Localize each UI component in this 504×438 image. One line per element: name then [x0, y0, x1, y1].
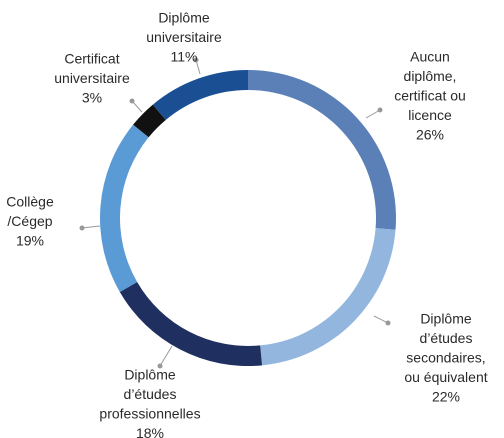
- slice-label: diplôme,: [404, 68, 457, 84]
- donut-slice: [99, 124, 149, 292]
- slice-label: Certificat: [64, 51, 119, 67]
- donut-slice: [119, 282, 263, 366]
- leaders: [79, 57, 391, 369]
- slice-label: d’études: [420, 330, 473, 346]
- donut-slice: [248, 70, 396, 230]
- value-label: 26%: [416, 127, 444, 143]
- leader-dot: [79, 225, 85, 231]
- leader-line: [365, 109, 381, 119]
- slice-label: d’études: [124, 386, 177, 402]
- value-label: 3%: [82, 90, 102, 106]
- leader-line: [373, 315, 389, 324]
- slice-label: /Cégep: [7, 213, 52, 229]
- leader-line: [159, 345, 173, 367]
- slice-label: ou équivalent: [404, 369, 487, 385]
- slice-label: licence: [408, 107, 452, 123]
- leader-dot: [193, 57, 199, 63]
- donut-slice: [133, 104, 166, 138]
- leader-line: [81, 225, 101, 229]
- slice-label: Aucun: [410, 49, 450, 65]
- leader-dot: [385, 320, 391, 326]
- slice-label: Collège: [6, 194, 54, 210]
- slice-label: secondaires,: [406, 350, 485, 366]
- slice-label: universitaire: [54, 70, 130, 86]
- slice-label: professionnelles: [99, 406, 200, 422]
- leader-dot: [377, 107, 383, 113]
- leader-dot: [157, 363, 163, 369]
- slice-label: universitaire: [146, 29, 222, 45]
- slice-label: Diplôme: [124, 367, 176, 383]
- slice-label: Diplôme: [420, 311, 472, 327]
- value-label: 18%: [136, 425, 164, 438]
- value-label: 19%: [16, 233, 44, 249]
- slice-label: Diplôme: [158, 10, 210, 26]
- slice-label: certificat ou: [394, 88, 466, 104]
- leader-dot: [129, 98, 135, 104]
- value-label: 22%: [432, 389, 460, 405]
- value-label: 11%: [171, 49, 198, 65]
- donut-slice: [260, 228, 396, 366]
- donut-slice: [152, 70, 248, 120]
